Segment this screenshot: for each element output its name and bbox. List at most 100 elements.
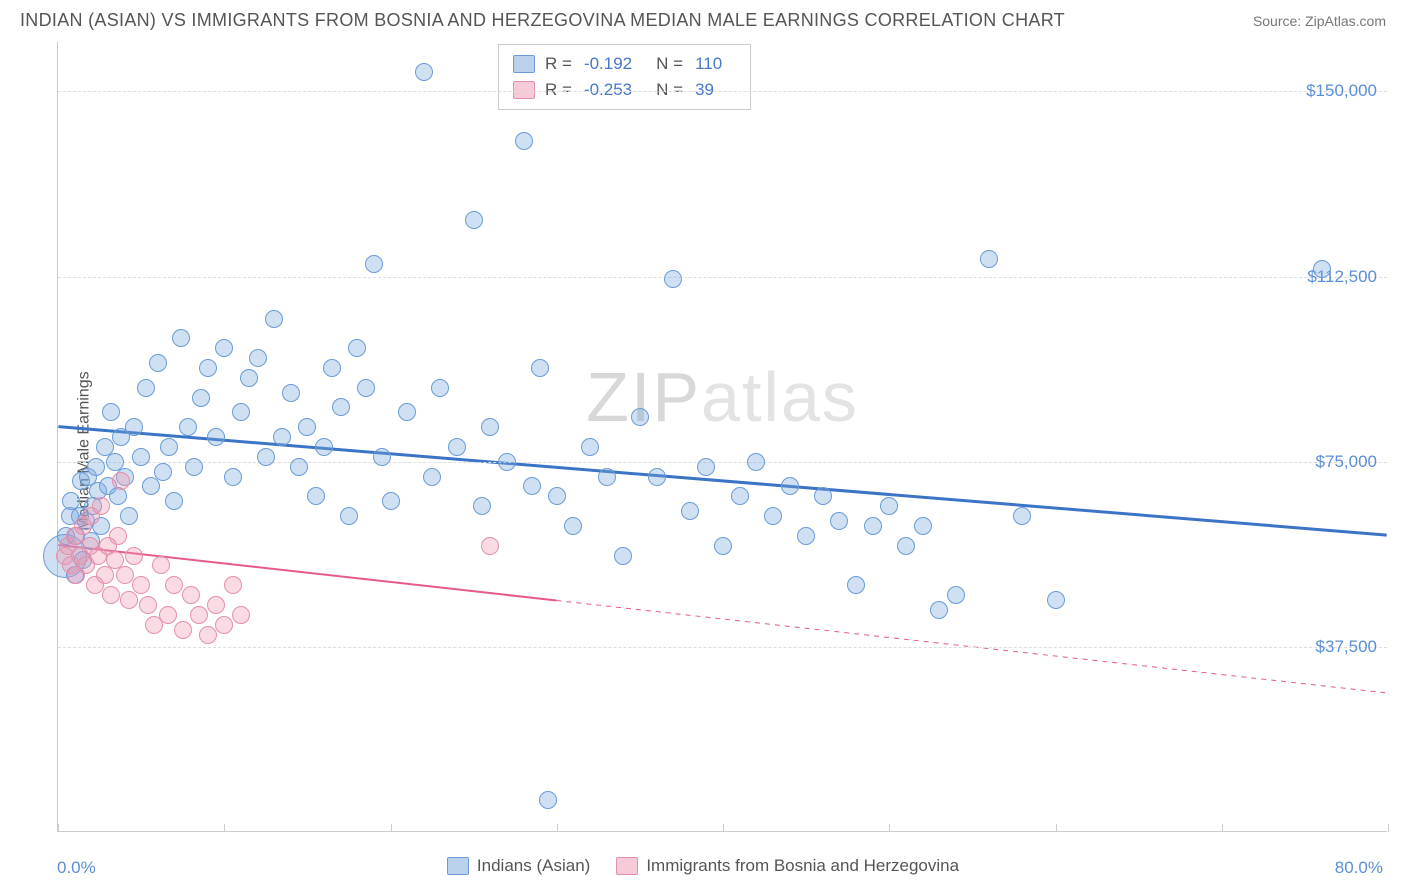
- scatter-point: [182, 586, 200, 604]
- scatter-point: [880, 497, 898, 515]
- scatter-point: [897, 537, 915, 555]
- scatter-point: [215, 339, 233, 357]
- scatter-point: [830, 512, 848, 530]
- chart-container: Median Male Earnings ZIPatlas R = -0.192…: [15, 42, 1391, 882]
- scatter-point: [382, 492, 400, 510]
- scatter-point: [315, 438, 333, 456]
- legend-label: Indians (Asian): [477, 856, 590, 876]
- scatter-point: [365, 255, 383, 273]
- scatter-point: [125, 547, 143, 565]
- scatter-point: [199, 626, 217, 644]
- scatter-point: [165, 576, 183, 594]
- plot-area: ZIPatlas R = -0.192 N = 110 R = -0.253 N…: [57, 42, 1387, 832]
- scatter-point: [398, 403, 416, 421]
- scatter-point: [137, 379, 155, 397]
- stats-legend: R = -0.192 N = 110 R = -0.253 N = 39: [498, 44, 751, 110]
- y-tick-label: $150,000: [1306, 81, 1377, 101]
- scatter-point: [125, 418, 143, 436]
- scatter-point: [348, 339, 366, 357]
- trend-lines: [58, 42, 1387, 831]
- scatter-point: [515, 132, 533, 150]
- scatter-point: [232, 606, 250, 624]
- scatter-point: [282, 384, 300, 402]
- y-tick-label: $75,000: [1316, 452, 1377, 472]
- scatter-point: [914, 517, 932, 535]
- scatter-point: [697, 458, 715, 476]
- scatter-point: [714, 537, 732, 555]
- scatter-point: [731, 487, 749, 505]
- scatter-point: [323, 359, 341, 377]
- scatter-point: [232, 403, 250, 421]
- swatch-pink-icon: [513, 81, 535, 99]
- scatter-point: [149, 354, 167, 372]
- y-tick-label: $37,500: [1316, 637, 1377, 657]
- scatter-point: [1047, 591, 1065, 609]
- scatter-point: [481, 418, 499, 436]
- scatter-point: [980, 250, 998, 268]
- scatter-point: [215, 616, 233, 634]
- scatter-point: [174, 621, 192, 639]
- scatter-point: [109, 527, 127, 545]
- scatter-point: [473, 497, 491, 515]
- scatter-point: [116, 566, 134, 584]
- scatter-point: [160, 438, 178, 456]
- scatter-point: [207, 596, 225, 614]
- scatter-point: [930, 601, 948, 619]
- series-legend: Indians (Asian) Immigrants from Bosnia a…: [15, 856, 1391, 876]
- chart-title: INDIAN (ASIAN) VS IMMIGRANTS FROM BOSNIA…: [20, 10, 1065, 31]
- scatter-point: [598, 468, 616, 486]
- scatter-point: [298, 418, 316, 436]
- scatter-point: [132, 576, 150, 594]
- scatter-point: [265, 310, 283, 328]
- scatter-point: [139, 596, 157, 614]
- scatter-point: [102, 586, 120, 604]
- legend-item-indian: Indians (Asian): [447, 856, 590, 876]
- scatter-point: [415, 63, 433, 81]
- scatter-point: [120, 507, 138, 525]
- scatter-point: [165, 492, 183, 510]
- scatter-point: [192, 389, 210, 407]
- scatter-point: [523, 477, 541, 495]
- stats-row-bosnia: R = -0.253 N = 39: [513, 77, 736, 103]
- scatter-point: [614, 547, 632, 565]
- scatter-point: [373, 448, 391, 466]
- scatter-point: [102, 403, 120, 421]
- scatter-point: [564, 517, 582, 535]
- swatch-blue-icon: [447, 857, 469, 875]
- scatter-point: [864, 517, 882, 535]
- scatter-point: [190, 606, 208, 624]
- scatter-point: [332, 398, 350, 416]
- scatter-point: [92, 497, 110, 515]
- scatter-point: [747, 453, 765, 471]
- scatter-point: [539, 791, 557, 809]
- scatter-point: [1313, 260, 1331, 278]
- scatter-point: [357, 379, 375, 397]
- scatter-point: [947, 586, 965, 604]
- scatter-point: [172, 329, 190, 347]
- scatter-point: [112, 472, 130, 490]
- scatter-point: [179, 418, 197, 436]
- scatter-point: [307, 487, 325, 505]
- scatter-point: [290, 458, 308, 476]
- scatter-point: [1013, 507, 1031, 525]
- scatter-point: [581, 438, 599, 456]
- scatter-point: [340, 507, 358, 525]
- watermark: ZIPatlas: [586, 357, 859, 437]
- swatch-pink-icon: [616, 857, 638, 875]
- scatter-point: [224, 468, 242, 486]
- legend-item-bosnia: Immigrants from Bosnia and Herzegovina: [616, 856, 959, 876]
- scatter-point: [154, 463, 172, 481]
- scatter-point: [764, 507, 782, 525]
- swatch-blue-icon: [513, 55, 535, 73]
- scatter-point: [648, 468, 666, 486]
- scatter-point: [273, 428, 291, 446]
- scatter-point: [185, 458, 203, 476]
- scatter-point: [423, 468, 441, 486]
- scatter-point: [224, 576, 242, 594]
- scatter-point: [159, 606, 177, 624]
- scatter-point: [431, 379, 449, 397]
- scatter-point: [498, 453, 516, 471]
- scatter-point: [152, 556, 170, 574]
- scatter-point: [664, 270, 682, 288]
- stats-row-indian: R = -0.192 N = 110: [513, 51, 736, 77]
